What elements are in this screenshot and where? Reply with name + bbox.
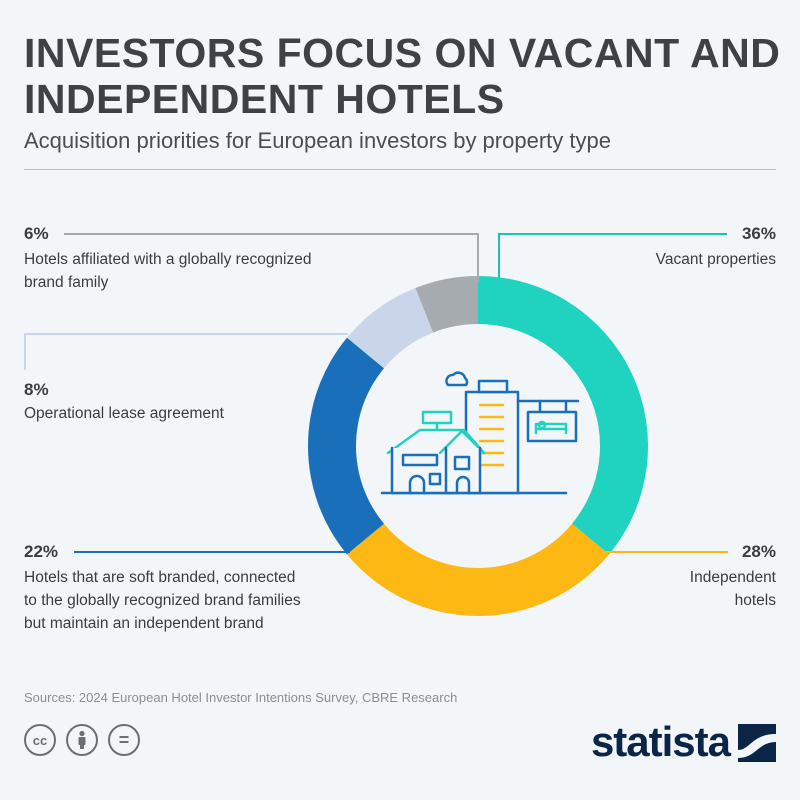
label-affiliated-line2: brand family	[24, 274, 109, 291]
pct-affiliated: 6%	[24, 224, 49, 243]
cc-icon[interactable]: cc	[24, 724, 56, 756]
hotel-illustration-icon	[380, 371, 580, 495]
label-soft: Hotels that are soft branded, connected …	[24, 566, 301, 635]
license-icons: cc =	[24, 724, 140, 756]
pct-soft: 22%	[24, 542, 59, 561]
label-soft-line2: to the globally recognized brand familie…	[24, 592, 301, 609]
leader-line-lease	[24, 333, 348, 370]
slice-independent	[347, 523, 609, 616]
page-title: INVESTORS FOCUS ON VACANT AND INDEPENDEN…	[24, 30, 781, 122]
label-affiliated-line1: Hotels affiliated with a globally recogn…	[24, 251, 312, 268]
slice-affiliated	[415, 276, 478, 333]
statista-logo-icon[interactable]	[738, 724, 776, 762]
by-icon[interactable]	[66, 724, 98, 756]
leader-line-affiliated	[64, 233, 479, 282]
leader-line-vacant	[498, 233, 727, 278]
label-soft-line1: Hotels that are soft branded, connected	[24, 569, 296, 586]
label-independent-line1: Independent	[689, 569, 776, 586]
label-soft-line3: but maintain an independent brand	[24, 615, 264, 632]
label-affiliated: Hotels affiliated with a globally recogn…	[24, 248, 312, 294]
page-subtitle: Acquisition priorities for European inve…	[24, 128, 611, 153]
source-note: Sources: 2024 European Hotel Investor In…	[24, 690, 458, 705]
slice-soft	[308, 337, 384, 555]
pct-lease: 8%	[24, 380, 49, 399]
pct-vacant: 36%	[741, 224, 776, 243]
label-independent: Independent hotels	[690, 566, 776, 612]
label-lease: Operational lease agreement	[24, 405, 224, 422]
label-vacant: Vacant properties	[655, 251, 776, 268]
pct-independent: 28%	[741, 542, 776, 561]
slice-vacant	[478, 276, 648, 555]
label-independent-line2: hotels	[734, 592, 776, 609]
statista-logo-text[interactable]: statista	[590, 718, 731, 765]
slice-lease	[347, 287, 434, 369]
nd-icon[interactable]: =	[108, 724, 140, 756]
title-divider	[24, 169, 776, 170]
